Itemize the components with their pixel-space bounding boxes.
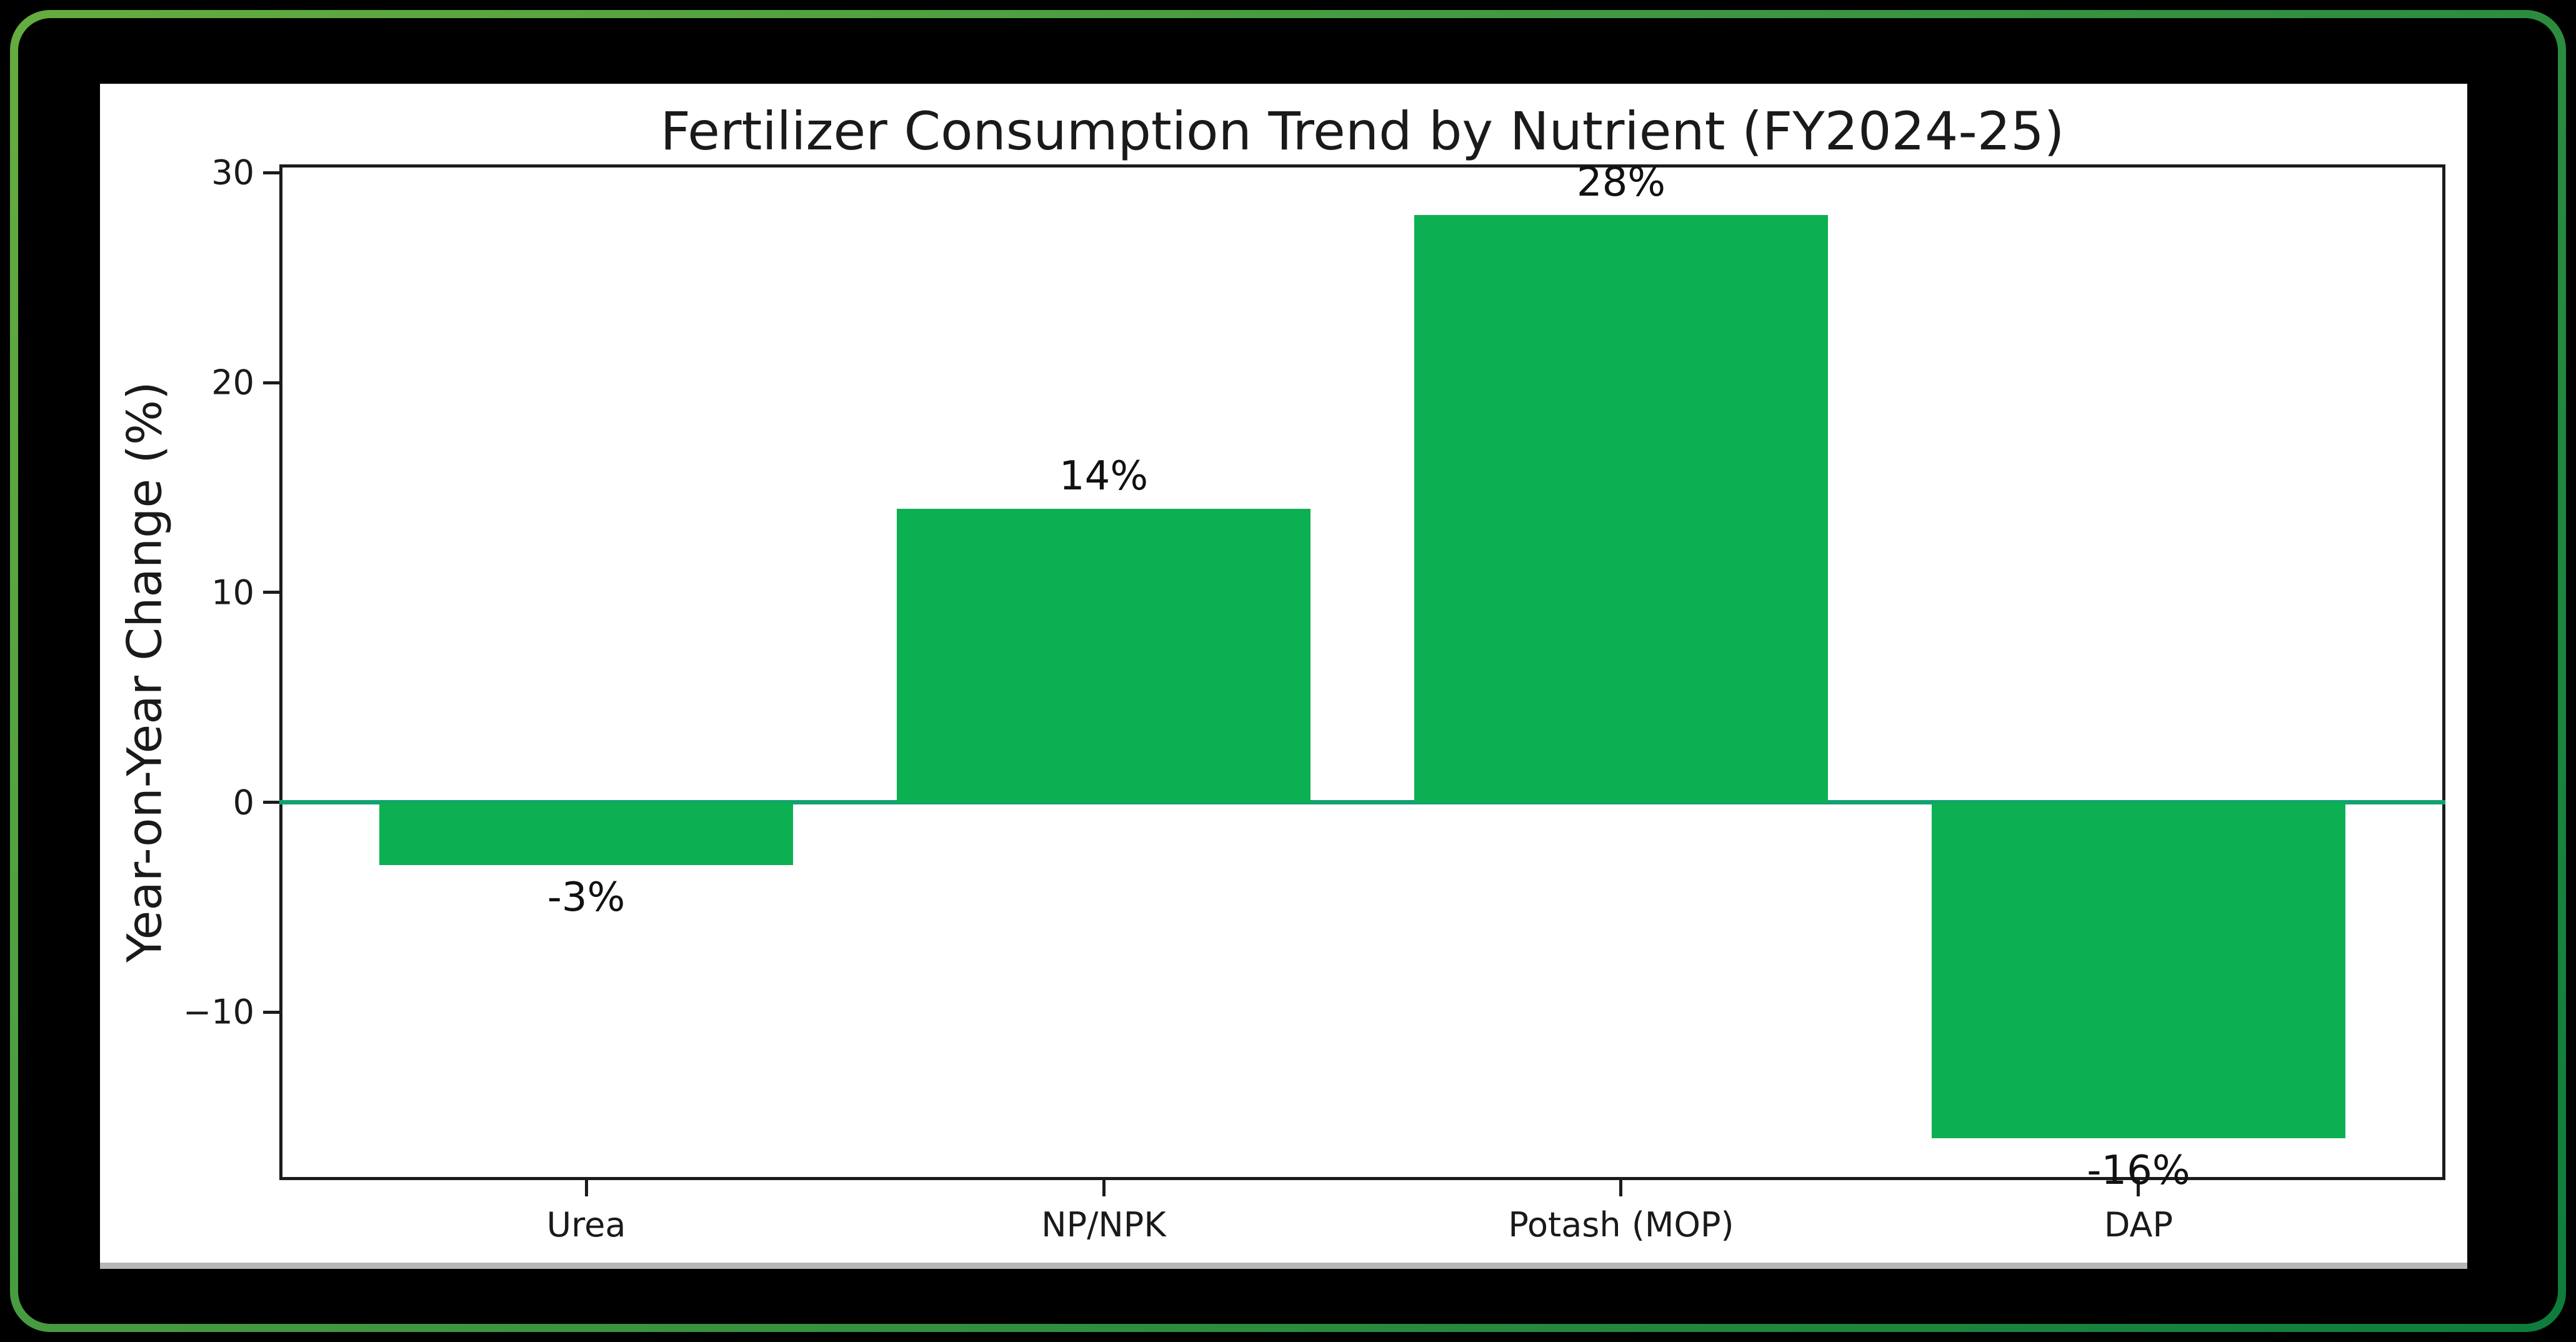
y-tick-mark-10 [263,591,279,594]
y-tick-mark-30 [263,171,279,174]
y-tick-label-0: 0 [232,783,254,823]
bar-value-label-potash-mop: 28% [1576,159,1666,206]
y-tick-label-20: 20 [211,363,254,403]
x-tick-label-np-npk: NP/NPK [1041,1205,1166,1244]
x-tick-label-potash-mop: Potash (MOP) [1508,1205,1734,1244]
zero-baseline-line [279,800,2445,805]
x-tick-mark-urea [584,1180,588,1196]
x-tick-label-urea: Urea [546,1205,626,1244]
bar-np-npk [896,508,1311,803]
bar-value-label-np-npk: 14% [1059,453,1149,499]
bar-value-label-urea: -3% [547,874,626,921]
bar-potash-mop [1414,214,1829,803]
x-tick-label-dap: DAP [2104,1205,2174,1244]
bar-urea [379,802,794,866]
y-tick-label-10: 10 [211,573,254,613]
y-tick-mark-20 [263,381,279,384]
plot-area [279,164,2445,1180]
bar-dap [1931,802,2346,1138]
x-tick-mark-np-npk [1102,1180,1106,1196]
chart-title: Fertilizer Consumption Trend by Nutrient… [660,101,2065,162]
bar-value-label-dap: -16% [2087,1147,2190,1194]
y-axis-title: Year-on-Year Change (%) [116,381,172,963]
y-tick-label-30: 30 [211,153,254,193]
x-tick-mark-dap [2137,1180,2140,1196]
figure-panel: Fertilizer Consumption Trend by Nutrient… [100,84,2467,1263]
y-tick-label-−10: −10 [183,992,254,1032]
x-tick-mark-potash-mop [1619,1180,1623,1196]
y-tick-mark-−10 [263,1010,279,1014]
y-tick-mark-0 [263,801,279,804]
